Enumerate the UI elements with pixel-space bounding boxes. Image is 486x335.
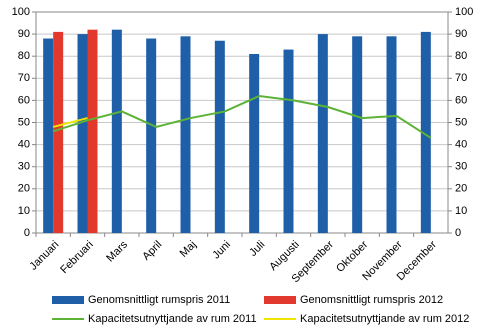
x-tick-label: April	[140, 239, 164, 263]
y-tick-label: 20	[18, 183, 30, 195]
y-tick-label: 90	[18, 28, 30, 40]
bar	[420, 31, 431, 233]
y2-tick-label: 70	[455, 72, 467, 84]
legend-label: Kapacitetsutnyttjande av rum 2011	[88, 313, 257, 325]
y2-tick-label: 0	[455, 227, 461, 239]
y-tick-label: 50	[18, 116, 30, 128]
y2-tick-label: 80	[455, 50, 467, 62]
x-tick-label: Februari	[58, 239, 95, 276]
legend-label: Genomsnittligt rumspris 2011	[88, 294, 230, 306]
x-tick-label: Juli	[247, 239, 267, 259]
y2-tick-label: 10	[455, 205, 467, 217]
y-tick-label: 60	[18, 94, 30, 106]
line	[52, 117, 88, 128]
bar	[352, 36, 363, 234]
x-tick-label: Maj	[178, 239, 199, 260]
y-tick-label: 10	[18, 205, 30, 217]
y2-tick-label: 50	[455, 116, 467, 128]
bar	[146, 38, 157, 233]
bar	[77, 34, 88, 233]
y2-tick-label: 20	[455, 183, 467, 195]
y-tick-label: 100	[12, 6, 30, 18]
bar	[386, 36, 397, 234]
legend-label: Kapacitetsutnyttjande av rum 2012	[300, 313, 469, 325]
y2-tick-label: 60	[455, 94, 467, 106]
y-tick-label: 30	[18, 161, 30, 173]
line	[52, 94, 432, 139]
bar	[249, 53, 260, 233]
y2-tick-label: 90	[455, 28, 467, 40]
bar	[87, 29, 98, 234]
legend-swatch	[52, 296, 84, 304]
legend-label: Genomsnittligt rumspris 2012	[300, 294, 443, 306]
y-tick-label: 0	[24, 227, 30, 239]
bar	[53, 31, 64, 233]
y2-tick-label: 30	[455, 161, 467, 173]
x-tick-label: Juni	[210, 239, 233, 262]
y-tick-label: 40	[18, 139, 30, 151]
y2-tick-label: 40	[455, 139, 467, 151]
x-tick-label: Mars	[104, 238, 130, 264]
bar	[317, 34, 328, 233]
bar	[43, 38, 54, 233]
bar	[180, 36, 191, 234]
bar	[111, 29, 122, 234]
x-tick-label: Januari	[27, 239, 61, 273]
bar	[283, 49, 294, 233]
y2-tick-label: 100	[455, 6, 473, 18]
y-tick-label: 70	[18, 72, 30, 84]
y-tick-label: 80	[18, 50, 30, 62]
legend-swatch	[264, 296, 296, 304]
bar	[214, 40, 225, 234]
x-tick-label: Augusti	[267, 239, 301, 273]
